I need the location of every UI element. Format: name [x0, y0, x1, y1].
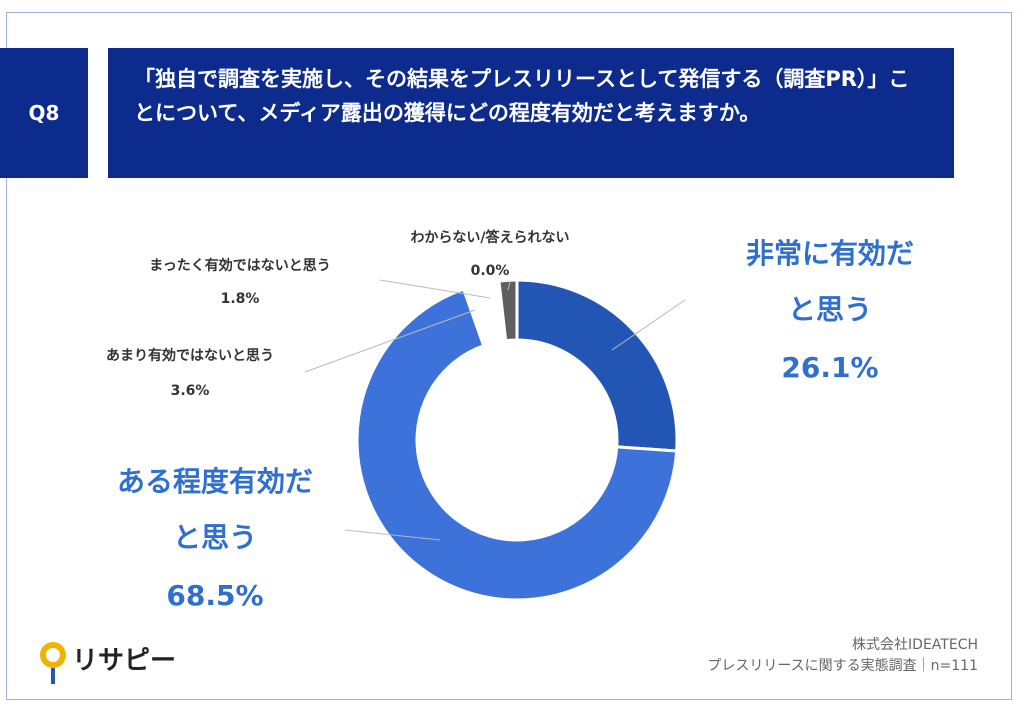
logo: リサピー	[72, 646, 177, 676]
category-label: まったく有効ではないと思う	[149, 258, 331, 274]
question-number: Q8	[0, 48, 88, 178]
category-label: ある程度有効だと思う	[116, 465, 313, 554]
value-label: 0.0%	[470, 263, 510, 279]
leader-line	[611, 299, 686, 351]
value-label: 3.6%	[170, 383, 210, 399]
donut-slice	[515, 278, 679, 453]
value-label: 26.1%	[781, 351, 879, 384]
value-label: 68.5%	[166, 579, 264, 612]
leader-line	[379, 279, 491, 299]
leader-line	[304, 309, 476, 373]
question-text: 「独自で調査を実施し、その結果をプレスリリースとして発信する（調査PR）」ことに…	[108, 48, 954, 178]
leader-line	[507, 281, 511, 291]
logo-icon-hole	[46, 648, 60, 662]
category-label: わからない/答えられない	[410, 230, 570, 246]
donut-slice	[355, 287, 679, 602]
source: プレスリリースに関する実態調査｜n=111	[707, 658, 978, 674]
frame	[6, 12, 1012, 700]
category-label: あまり有効ではないと思う	[106, 348, 274, 364]
value-label: 1.8%	[220, 291, 260, 307]
source: 株式会社IDEATECH	[852, 637, 978, 653]
leader-line	[344, 529, 441, 541]
category-label: 非常に有効だと思う	[745, 237, 914, 326]
